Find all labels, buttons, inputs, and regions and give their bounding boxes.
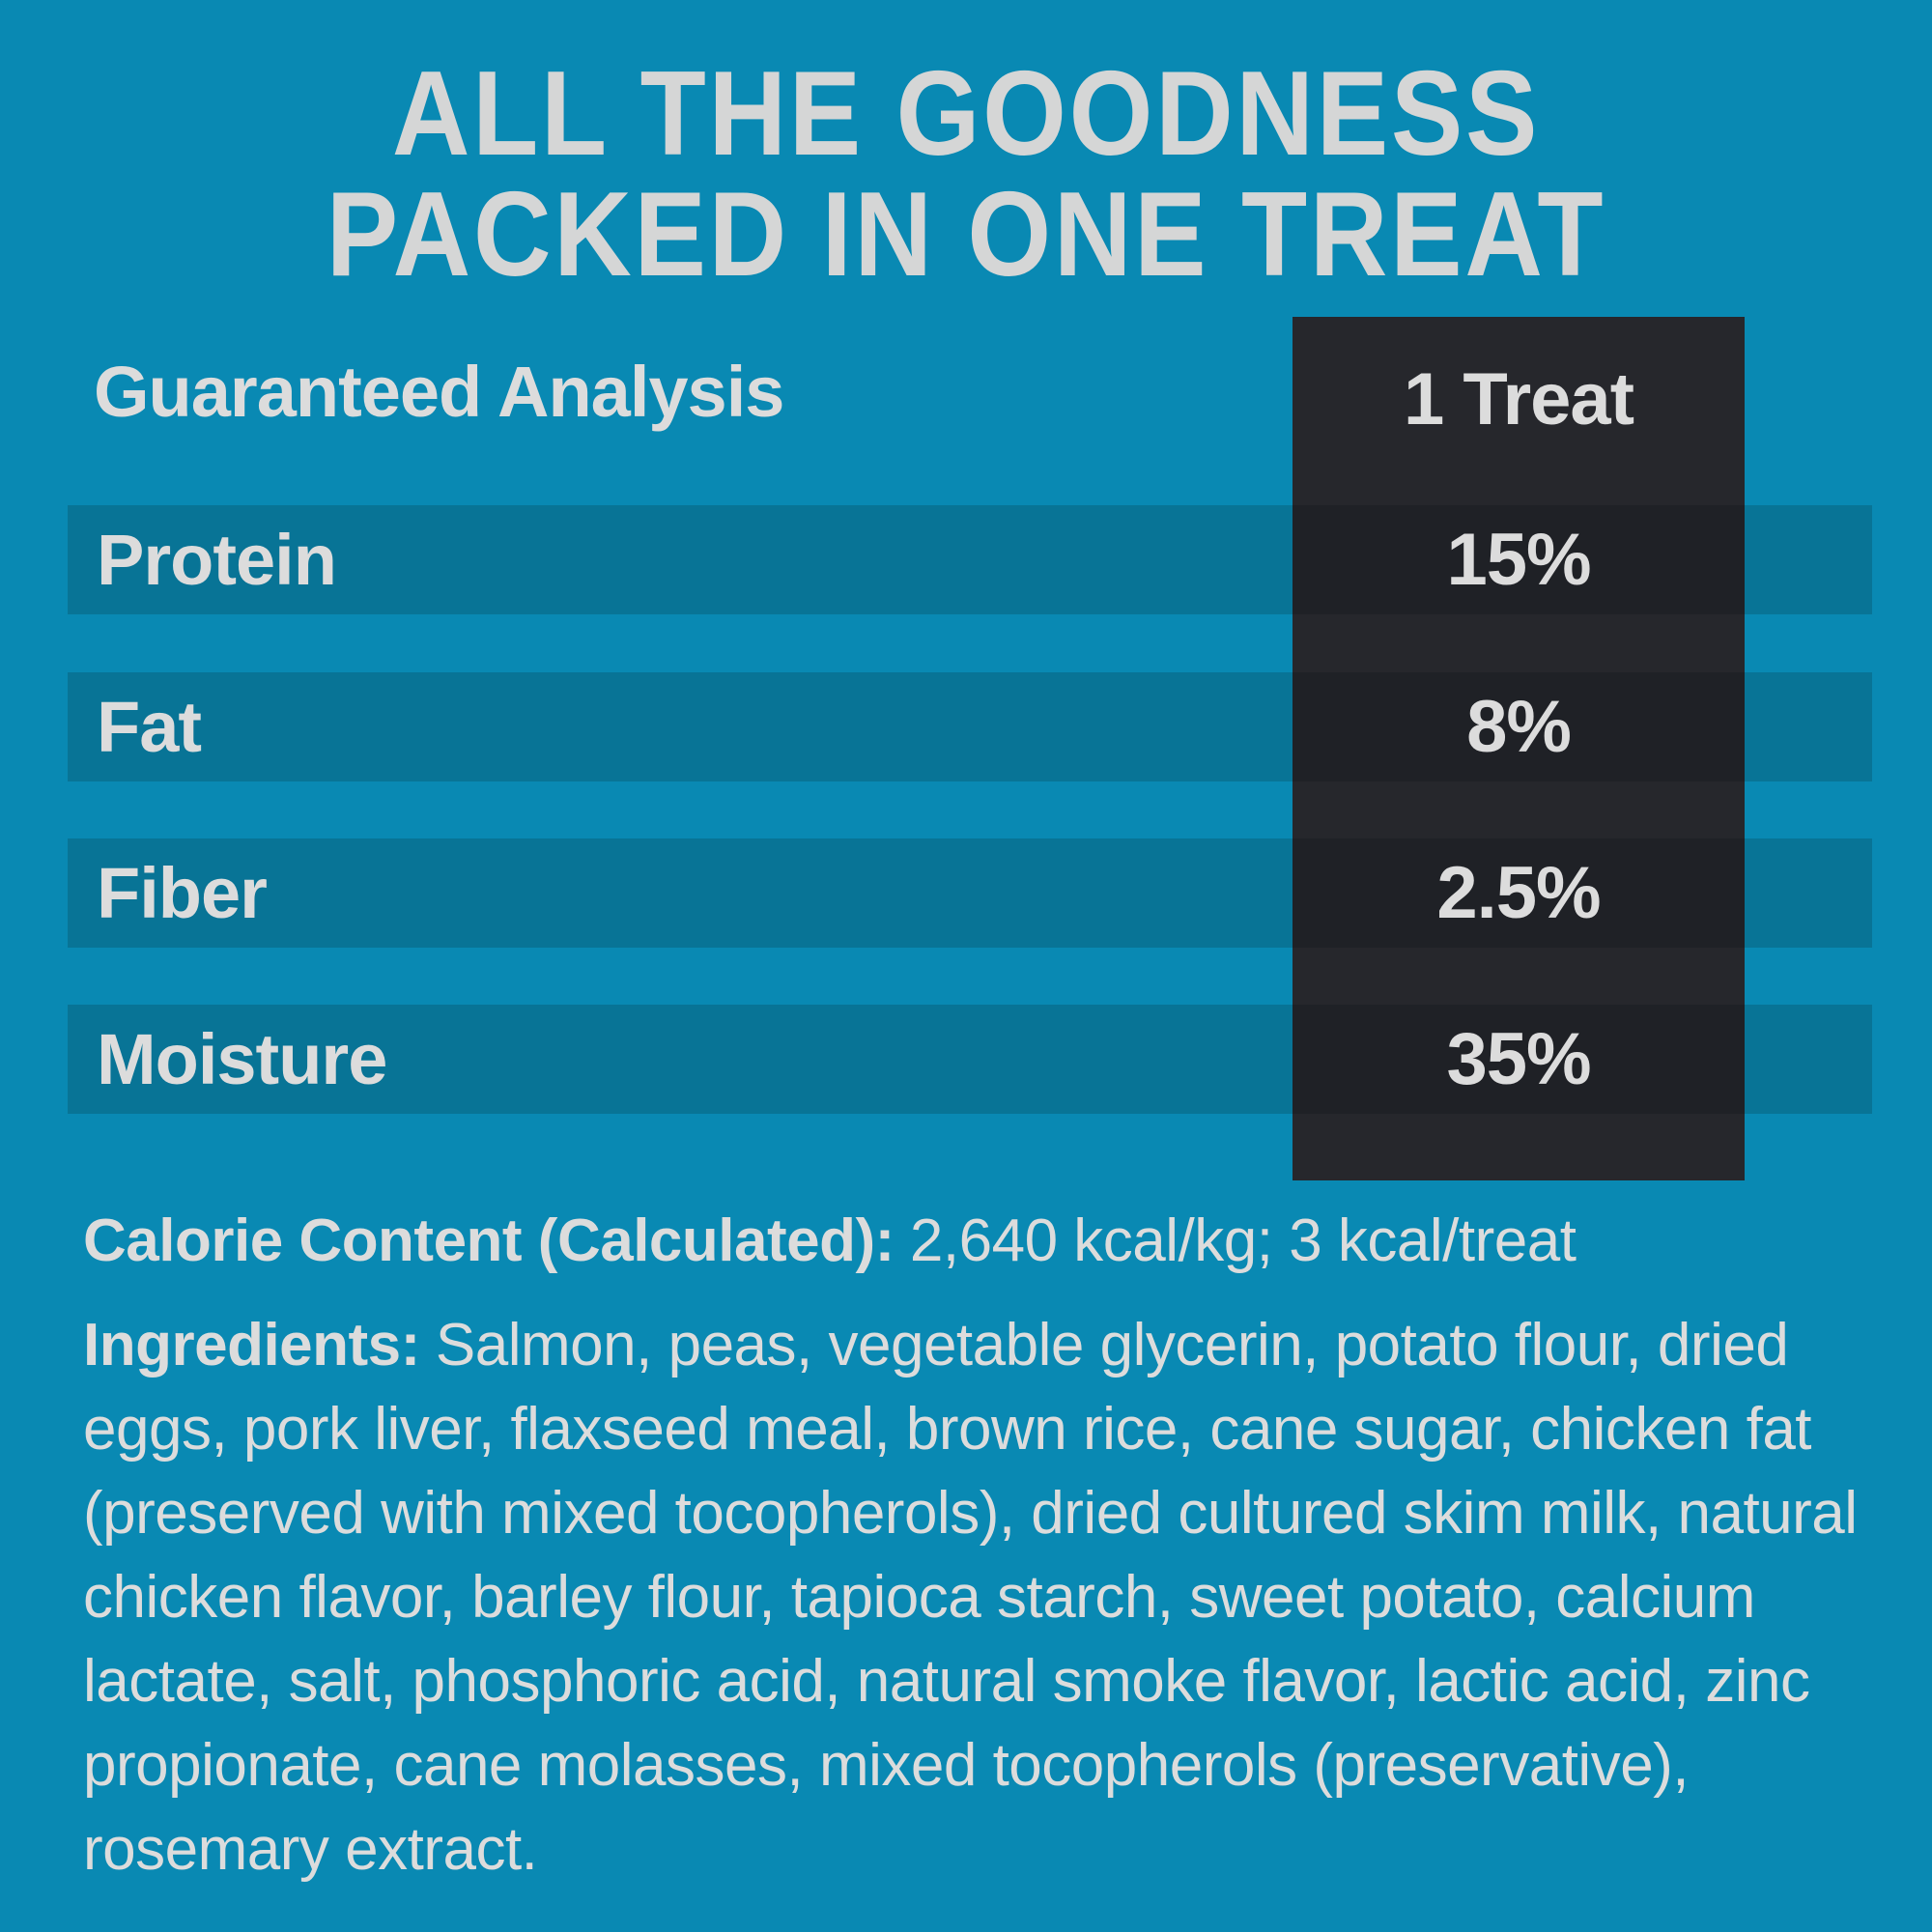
page-title-line-1: ALL THE GOODNESS [391,47,1541,181]
table-cell-protein: 15% [1293,505,1745,614]
value-protein: 15% [1446,519,1591,601]
one-treat-value-panel: 1 Treat 15% 8% 2.5% 35% [1293,317,1745,1180]
page-title: ALL THE GOODNESS PACKED IN ONE TREAT [97,54,1835,296]
value-moisture: 35% [1446,1018,1591,1100]
calorie-content-line: Calorie Content (Calculated): 2,640 kcal/… [83,1198,1889,1285]
ingredients-text: Salmon, peas, vegetable glycerin, potato… [83,1312,1858,1883]
guaranteed-analysis-heading: Guaranteed Analysis [94,351,784,432]
page-title-line-2: PACKED IN ONE TREAT [326,168,1606,301]
table-cell-fiber: 2.5% [1293,838,1745,948]
row-label-protein: Protein [97,520,337,600]
ingredients-paragraph: Ingredients: Salmon, peas, vegetable glyc… [83,1303,1880,1891]
row-label-fat: Fat [97,687,202,767]
table-cell-fat: 8% [1293,672,1745,781]
calorie-content-value: 2,640 kcal/kg; 3 kcal/treat [909,1208,1577,1274]
column-header-one-treat: 1 Treat [1403,357,1634,440]
row-label-fiber: Fiber [97,853,268,933]
row-label-moisture: Moisture [97,1019,387,1099]
value-fat: 8% [1466,686,1572,768]
calorie-content-label: Calorie Content (Calculated): [83,1208,895,1274]
table-cell-moisture: 35% [1293,1005,1745,1114]
ingredients-label: Ingredients: [83,1312,420,1378]
value-fiber: 2.5% [1436,852,1601,934]
